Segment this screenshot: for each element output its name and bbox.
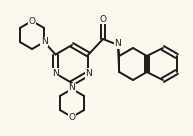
Text: O: O	[29, 18, 36, 27]
Text: N: N	[52, 69, 58, 78]
Text: N: N	[85, 69, 92, 78]
Text: N: N	[41, 38, 47, 47]
Text: O: O	[100, 15, 107, 24]
Text: N: N	[115, 39, 121, 49]
Text: N: N	[69, 84, 75, 92]
Text: O: O	[69, 114, 75, 123]
